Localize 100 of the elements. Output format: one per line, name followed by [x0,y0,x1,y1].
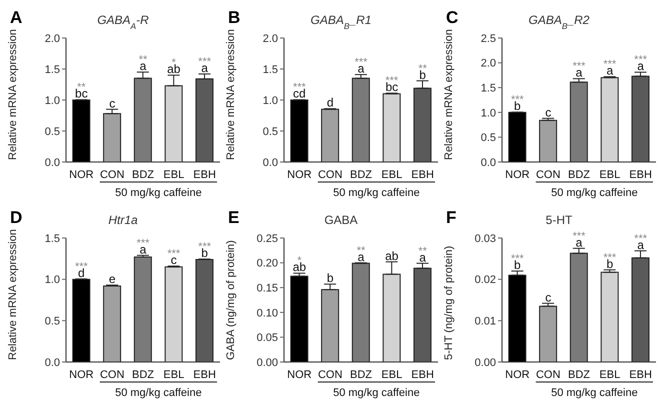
x-tick-label: EBH [193,168,216,181]
text: B [228,8,240,28]
y-tick-label: 2.5 [480,32,496,45]
data-label: c [545,290,552,304]
data-label: ** a [418,245,428,264]
text: 50 mg/kg caffeine [551,387,638,399]
data-label: *** b [510,253,525,272]
x-tick-label: CON [536,368,560,381]
data-label: d [326,96,334,110]
y-tick-label: 1.0 [480,107,496,120]
y-axis-title: Relative mRNA expression [442,29,455,160]
y-tick-label: 0.00 [474,356,496,369]
data-label: *** a [634,54,648,74]
text: C [446,8,458,28]
y-tick-label: 0.01 [474,316,496,328]
x-tick-label: BDZ [132,368,154,381]
x-tick-label: EBL [381,168,402,181]
y-axis-title: Relative mRNA expression [224,29,237,160]
x-tick-label: EBH [411,168,434,181]
chart-title: 5-HT [546,213,573,227]
text: 50 mg/kg caffeine [115,387,202,399]
x-tick-label: NOR [287,368,312,381]
text: 50 mg/kg caffeine [333,187,420,199]
data-label: ** a [356,244,366,264]
data-label: *** bc [385,75,399,94]
data-label: *** c [167,248,181,268]
x-tick-label: CON [100,368,124,381]
x-tick-label: CON [318,368,342,381]
data-label: *** a [572,60,586,80]
y-tick-label: 1.0 [44,94,60,107]
y-tick-label: 1.0 [44,274,60,286]
text: E [228,208,240,228]
x-tick-label: NOR [69,368,94,381]
x-tick-label: EBH [411,368,434,381]
y-tick-label: 1.5 [44,232,60,245]
y-axis-title: 5-HT (ng/mg of protein) [442,246,455,360]
x-tick-label: EBL [599,168,620,181]
y-tick-label: 0.25 [256,232,278,245]
y-tick-label: 0.05 [256,332,278,344]
x-tick-label: EBH [193,368,216,381]
y-tick-label: 0.0 [262,156,278,169]
data-label: e [108,272,116,286]
chart-title: Htr1a [108,213,138,227]
data-label: *** a [198,56,212,75]
x-tick-label: CON [536,168,560,181]
data-label: *** b [198,241,212,260]
y-tick-label: 1.5 [262,64,278,76]
data-label: *** a [603,58,617,78]
y-tick-label: 0.0 [44,156,60,169]
text: F [446,208,456,228]
x-tick-label: EBL [163,368,184,381]
x-tick-label: NOR [505,168,530,181]
y-tick-label: 0.5 [44,126,60,138]
y-tick-label: 0.0 [480,156,496,169]
x-tick-label: EBL [599,368,620,381]
data-label: c [545,105,552,120]
x-tick-label: NOR [505,368,530,381]
chart-title: GABA$_{B}$_R2 [528,13,590,31]
data-label: *** b [603,252,617,271]
text: A [10,8,22,28]
y-tick-label: 0.15 [256,282,278,295]
x-tick-label: EBH [629,168,652,181]
chart-title: GABA [324,213,358,227]
x-tick-label: BDZ [568,368,590,381]
x-tick-label: CON [100,168,124,181]
y-tick-label: 2.0 [480,58,496,70]
data-label: *** b [510,94,525,114]
y-tick-label: 0.10 [256,307,278,320]
x-tick-label: BDZ [350,168,372,181]
data-label: c [109,96,116,110]
y-tick-label: 0.0 [44,356,60,369]
x-tick-label: BDZ [568,168,590,181]
data-label: *** a [572,230,586,250]
data-label: *** cd [292,82,307,101]
x-tick-label: NOR [69,168,94,181]
y-axis-title: Relative mRNA expression [6,229,19,360]
data-label: * ab [167,57,181,76]
text: 50 mg/kg caffeine [333,387,420,399]
text: 50 mg/kg caffeine [115,187,202,199]
y-tick-label: 1.5 [480,82,496,95]
y-tick-label: 0.03 [474,232,496,245]
y-tick-label: 0.00 [256,356,278,369]
chart-title: GABA$_{A}$-R [97,13,150,31]
data-label: ** bc [75,82,88,101]
data-label: *** d [74,260,89,280]
data-label: *** a [354,56,368,76]
y-tick-label: 0.5 [480,132,496,144]
data-label: ** b [418,62,428,82]
y-tick-label: 2.0 [44,32,60,45]
y-tick-label: 0.5 [262,126,278,138]
data-label: *** a [136,237,150,256]
x-tick-label: BDZ [132,168,154,181]
y-tick-label: 0.02 [474,274,496,286]
data-label: b [326,271,334,286]
y-tick-label: 0.5 [44,316,60,328]
x-tick-label: EBL [381,368,402,381]
y-tick-label: 1.0 [262,94,278,107]
y-tick-label: 1.5 [44,64,60,76]
y-tick-label: 2.0 [262,32,278,45]
data-label: *** a [634,232,648,252]
